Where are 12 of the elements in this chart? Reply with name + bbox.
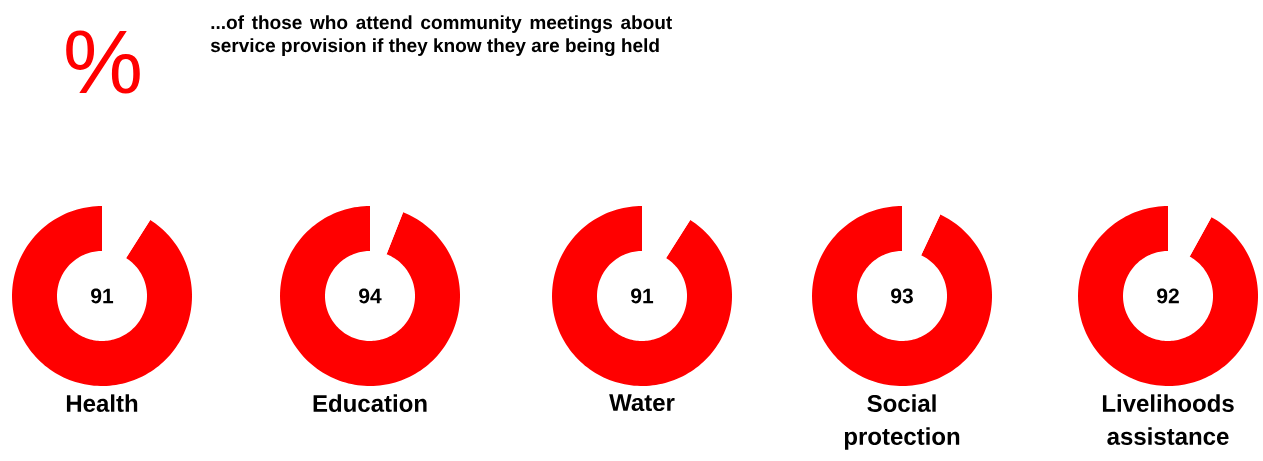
data-label: 91	[631, 288, 654, 304]
data-label: 92	[1157, 288, 1179, 304]
data-label: 91	[91, 288, 114, 304]
text: Education	[313, 394, 427, 412]
data-label: 94	[359, 288, 382, 304]
text: Health	[66, 394, 138, 412]
text: Water	[609, 394, 675, 412]
text: Social protection	[844, 394, 960, 450]
text: Livelihoods assistance	[1102, 394, 1234, 445]
text: ...of those who attend community meetings about service provision if they know they are being held	[210, 15, 672, 56]
data-label: 93	[891, 288, 913, 304]
text: %	[66, 30, 140, 94]
